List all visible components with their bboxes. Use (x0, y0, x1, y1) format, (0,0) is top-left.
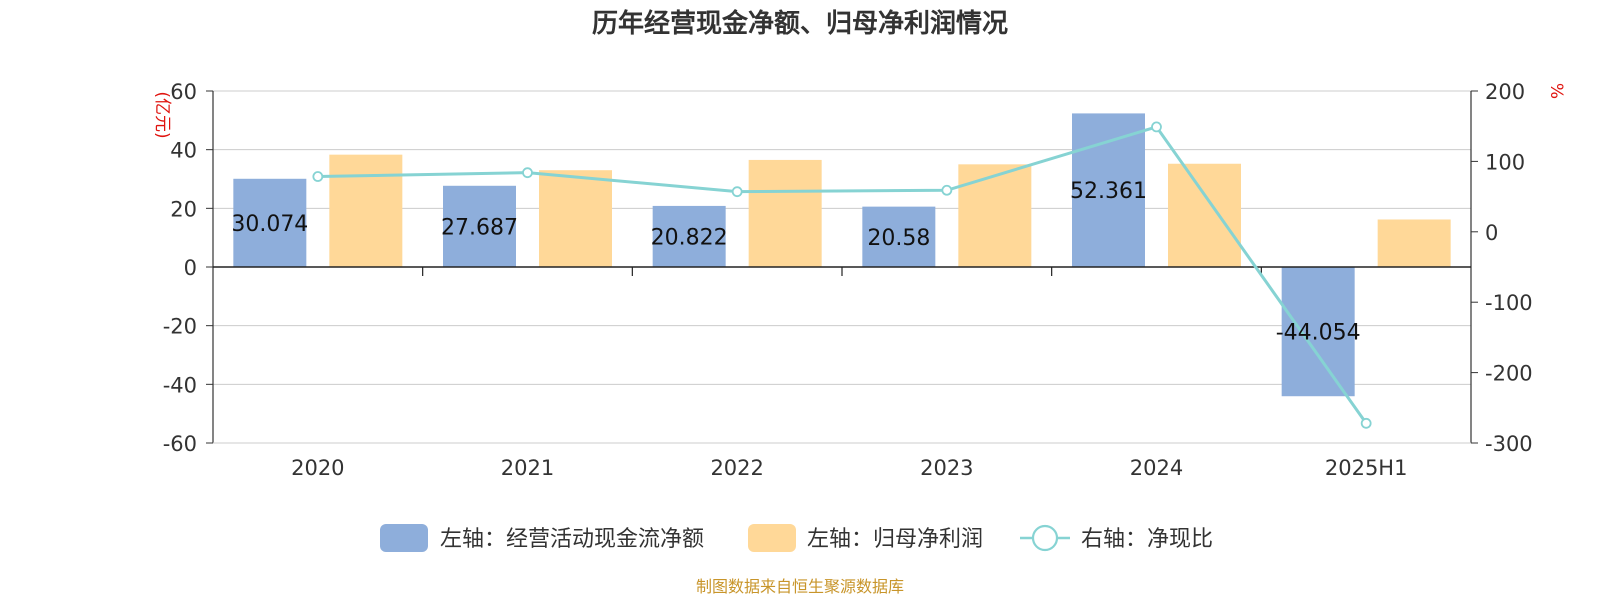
legend-ratio-marker (1031, 524, 1059, 552)
right-tick-label: -300 (1485, 432, 1533, 456)
chart-title: 历年经营现金净额、归母净利润情况 (592, 8, 1008, 39)
cash-flow-data-label: 20.822 (651, 225, 728, 250)
ratio-point (312, 171, 324, 182)
ratio-point (941, 184, 953, 196)
legend-cash-flow-swatch (380, 524, 428, 552)
ratio-point (1360, 417, 1372, 429)
legend-cash-flow-label: 左轴：经营活动现金流净额 (440, 527, 704, 552)
ratio-point (731, 186, 743, 198)
net-profit-bar (329, 154, 403, 267)
right-tick-label: -200 (1485, 362, 1533, 386)
source-note: 制图数据来自恒生聚源数据库 (696, 577, 904, 596)
cash-flow-bar (1072, 113, 1145, 267)
left-tick-label: -60 (163, 432, 197, 456)
cash-flow-bar (862, 206, 936, 267)
legend-ratio-label: 右轴：净现比 (1081, 527, 1213, 552)
ratio-point (1151, 121, 1162, 133)
net-profit-bar (1377, 219, 1451, 267)
net-profit-bar (748, 159, 822, 267)
cash-flow-data-label: 52.361 (1070, 179, 1147, 204)
left-tick-label: 60 (170, 80, 197, 104)
left-tick-label: 20 (170, 197, 197, 221)
left-axis-unit: (亿元) (152, 91, 172, 138)
cash-flow-data-label: 30.074 (231, 212, 308, 237)
left-tick-label: 0 (184, 256, 197, 280)
bars (233, 113, 1451, 397)
right-tick-label: 200 (1485, 80, 1525, 104)
data-labels: 30.074 27.687 20.822 20.58 52.361 -44.054 (231, 179, 1360, 345)
category-label: 2025H1 (1325, 456, 1408, 480)
cash-flow-bar (1281, 267, 1355, 397)
ratio-line (312, 121, 1372, 429)
legend-net-profit-swatch (748, 524, 796, 552)
net-profit-bar (539, 170, 612, 267)
ratio-point (522, 167, 533, 179)
net-profit-bar (1168, 163, 1241, 267)
left-tick-label: 40 (170, 139, 197, 163)
right-tick-label: 0 (1485, 221, 1498, 245)
category-label: 2023 (920, 456, 973, 480)
cash-flow-bar (233, 178, 307, 267)
left-tick-label: -20 (163, 315, 197, 339)
cash-flow-data-label: 27.687 (441, 215, 518, 240)
legend-net-profit-label: 左轴：归母净利润 (807, 527, 983, 552)
cash-flow-bar (652, 205, 726, 267)
cash-flow-bar (443, 185, 516, 267)
right-axis-unit: % (1546, 83, 1566, 99)
net-profit-bar (958, 164, 1032, 267)
cash-flow-data-label: -44.054 (1276, 321, 1361, 346)
left-tick-label: -40 (163, 373, 197, 397)
legend: 左轴：经营活动现金流净额 左轴：归母净利润 右轴：净现比 (380, 524, 1213, 552)
category-label: 2021 (501, 456, 554, 480)
category-label: 2024 (1130, 456, 1183, 480)
category-label: 2020 (291, 456, 344, 480)
cash-flow-data-label: 20.58 (867, 226, 930, 251)
right-tick-label: -100 (1485, 291, 1533, 315)
right-tick-label: 100 (1485, 150, 1525, 174)
axes (206, 90, 1478, 444)
category-label: 2022 (710, 456, 763, 480)
ratio-line-path (317, 125, 1368, 425)
